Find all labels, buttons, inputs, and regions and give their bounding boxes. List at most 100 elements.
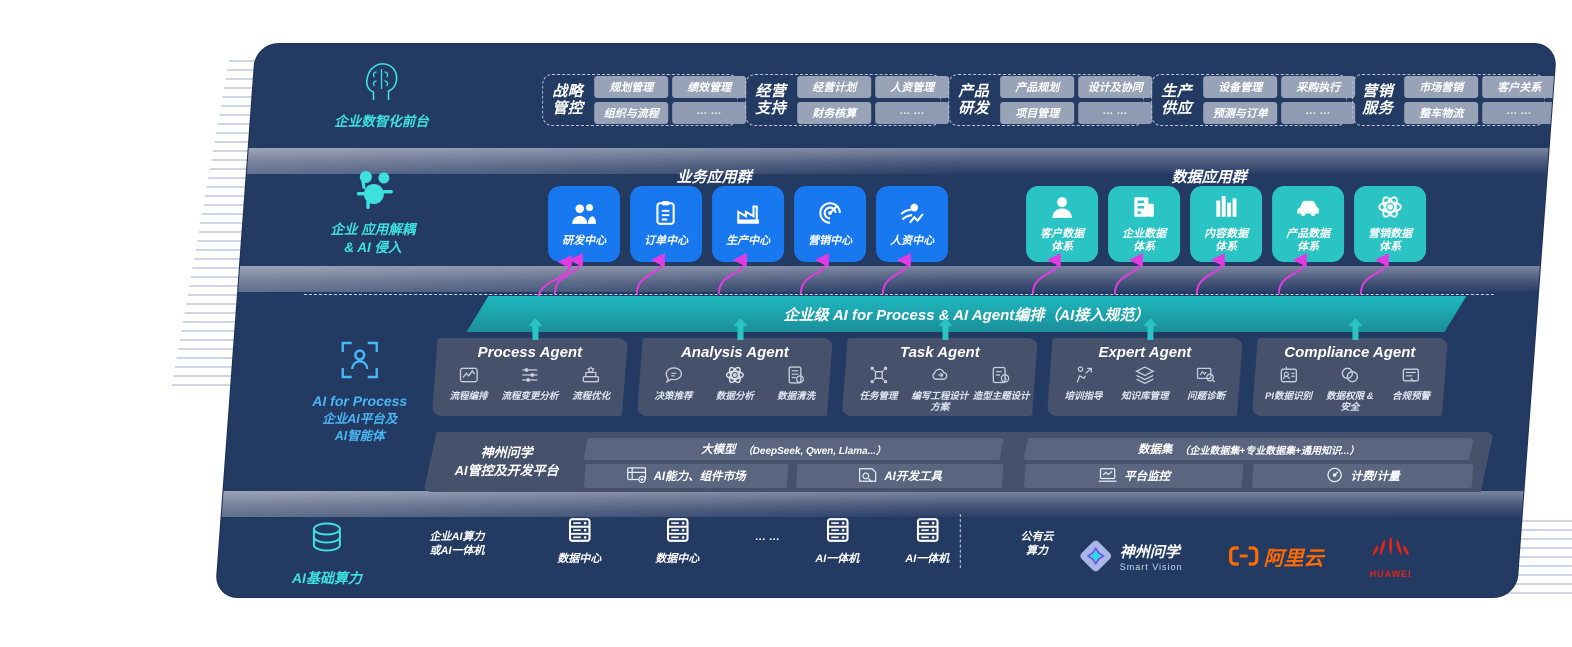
- front-office-group-name: 战略 管控: [552, 82, 584, 117]
- agent-function[interactable]: 合规预警: [1381, 365, 1441, 403]
- shenzhou-mark-icon: [1080, 540, 1112, 572]
- server-icon: [880, 517, 975, 548]
- front-office-cell[interactable]: 人资管理: [875, 76, 950, 98]
- agent-function[interactable]: 决策推荐: [644, 365, 704, 403]
- agent-function[interactable]: 问题诊断: [1176, 365, 1236, 403]
- app-card[interactable]: 研发中心: [548, 186, 621, 262]
- front-office-cell[interactable]: 整车物流: [1404, 102, 1479, 124]
- person-scan-icon: [265, 339, 455, 386]
- agent-function[interactable]: 培训指导: [1054, 365, 1114, 403]
- agent-function[interactable]: PI数据识别: [1259, 365, 1319, 403]
- tile-label-billing: 计费/计量: [1350, 471, 1400, 483]
- app-card[interactable]: 订单中心: [630, 186, 703, 262]
- agent-function[interactable]: 编写工程设计方案: [910, 365, 970, 414]
- agent-card[interactable]: Analysis Agent 决策推荐 数据分析 数据清洗: [637, 338, 833, 416]
- logo-huawei-name: HUAWEI: [1369, 568, 1412, 579]
- app-card[interactable]: 人资中心: [876, 186, 949, 262]
- sliders-icon: [500, 365, 560, 389]
- rail-label-app-decoupling-2: & AI 侵入: [344, 240, 402, 256]
- front-office-cell[interactable]: 预测与订单: [1203, 102, 1278, 124]
- agent-function[interactable]: 任务管理: [849, 365, 909, 403]
- front-office-cell[interactable]: 设备管理: [1203, 76, 1278, 98]
- agent-title: Task Agent: [899, 344, 980, 361]
- front-office-group-name: 营销 服务: [1362, 82, 1394, 117]
- tile-component-market[interactable]: AI能力、组件市场: [584, 464, 789, 488]
- front-office-cell[interactable]: 绩效管理: [672, 76, 747, 98]
- app-card[interactable]: 客户数据 体系: [1026, 186, 1099, 262]
- network-icon: [849, 365, 909, 389]
- front-office-cell[interactable]: 设计及协同: [1078, 76, 1153, 98]
- platform-title: 神州问学 AI管控及开发平台: [432, 444, 582, 479]
- logo-aliyun: 阿里云: [1228, 542, 1324, 571]
- agent-functions: PI数据识别 数据权限 & 安全 合规预警: [1252, 365, 1448, 414]
- front-office-cell[interactable]: … …: [672, 102, 747, 124]
- front-office-cell[interactable]: 经营计划: [797, 76, 872, 98]
- doc-clean-icon: [766, 365, 826, 389]
- app-card[interactable]: 企业数据 体系: [1108, 186, 1181, 262]
- ai-platform-panel: 神州问学 AI管控及开发平台 大模型 （DeepSeek, Qwen, Llam…: [424, 432, 1494, 492]
- agent-title: Analysis Agent: [680, 344, 789, 361]
- front-office-group-0[interactable]: 战略 管控 规划管理 绩效管理 组织与流程… …: [542, 74, 747, 126]
- alert-doc-icon: [1381, 365, 1441, 389]
- front-office-group-1[interactable]: 经营 支持 经营计划 人资管理 财务核算… …: [745, 74, 950, 126]
- person-chart-icon: [899, 200, 925, 230]
- agent-function[interactable]: 流程优化: [561, 365, 621, 403]
- gear-stack-icon: [561, 365, 621, 389]
- dataset-bar[interactable]: 数据集 （企业数据集+专业数据集+通用知识...）: [1024, 438, 1474, 460]
- front-office-cell[interactable]: 组织与流程: [594, 102, 669, 124]
- front-office-group-4[interactable]: 营销 服务 市场营销 客户关系 整车物流… …: [1352, 74, 1557, 126]
- rail-ai-compute: AI基础算力: [237, 518, 417, 588]
- front-office-cell[interactable]: … …: [875, 102, 950, 124]
- rail-label-app-decoupling-1: 企业 应用解耦: [330, 222, 416, 237]
- agent-function[interactable]: 流程变更分析: [500, 365, 560, 403]
- app-card[interactable]: 生产中心: [712, 186, 785, 262]
- infra-item: 企业AI算力 或AI一体机: [410, 531, 505, 559]
- infra-item: 公有云 算力: [990, 531, 1085, 559]
- banner-text: 企业级 AI for Process & AI Agent编排（AI接入规范）: [783, 306, 1150, 324]
- agent-function[interactable]: 造型主题设计: [971, 365, 1031, 403]
- front-office-cell[interactable]: 客户关系: [1482, 76, 1557, 98]
- front-office-cell[interactable]: 市场营销: [1404, 76, 1479, 98]
- agent-card[interactable]: Compliance Agent PI数据识别 数据权限 & 安全 合规预警: [1252, 338, 1448, 416]
- front-office-group-3[interactable]: 生产 供应 设备管理 采购执行 预测与订单… …: [1151, 74, 1356, 126]
- infra-divider: [959, 514, 961, 568]
- chart-box-icon: [439, 365, 499, 389]
- app-card[interactable]: 内容数据 体系: [1190, 186, 1263, 262]
- ai-layer-divider: [303, 294, 1494, 295]
- tile-label-monitor: 平台监控: [1124, 471, 1171, 483]
- front-office-cell[interactable]: … …: [1482, 102, 1557, 124]
- model-bar-sub: （DeepSeek, Qwen, Llama...）: [742, 445, 887, 457]
- app-card[interactable]: 营销数据 体系: [1354, 186, 1427, 262]
- agent-function[interactable]: 数据清洗: [766, 365, 826, 403]
- front-office-cell[interactable]: … …: [1078, 102, 1153, 124]
- gauge-icon: [1325, 467, 1343, 486]
- model-bar[interactable]: 大模型 （DeepSeek, Qwen, Llama...）: [584, 438, 1004, 460]
- agent-card[interactable]: Process Agent 流程编排 流程变更分析 流程优化: [432, 338, 628, 416]
- front-office-cell[interactable]: … …: [1281, 102, 1356, 124]
- app-card[interactable]: 产品数据 体系: [1272, 186, 1345, 262]
- agent-function[interactable]: 知识库管理: [1115, 365, 1175, 403]
- tile-billing[interactable]: 计费/计量: [1252, 464, 1474, 488]
- front-office-cell[interactable]: 规划管理: [594, 76, 669, 98]
- front-office-cell[interactable]: 采购执行: [1281, 76, 1356, 98]
- agent-function[interactable]: 数据权限 & 安全: [1320, 365, 1380, 414]
- front-office-cell[interactable]: 产品规划: [1000, 76, 1075, 98]
- tile-monitor[interactable]: 平台监控: [1024, 464, 1244, 488]
- agent-card[interactable]: Task Agent 任务管理 编写工程设计方案 造型主题设计: [842, 338, 1038, 416]
- business-group-title: 业务应用群: [676, 169, 752, 186]
- agent-card[interactable]: Expert Agent 培训指导 知识库管理 问题诊断: [1047, 338, 1243, 416]
- front-office-cell[interactable]: 项目管理: [1000, 102, 1075, 124]
- rail-app-decoupling: 企业 应用解耦 & AI 侵入: [278, 170, 468, 257]
- app-card[interactable]: 营销中心: [794, 186, 867, 262]
- agent-function[interactable]: 流程编排: [439, 365, 499, 403]
- tile-dev-tool[interactable]: AI开发工具: [796, 464, 1004, 488]
- logo-shenzhou: 神州问学 Smart Vision: [1079, 539, 1183, 573]
- rail-ai-for-process: AI for Process 企业AI平台及 AI智能体: [265, 339, 455, 445]
- infra-item: AI一体机: [880, 517, 975, 567]
- agent-function[interactable]: 数据分析: [705, 365, 765, 403]
- platform-title-line1: 神州问学: [480, 445, 533, 460]
- front-office-group-2[interactable]: 产品 研发 产品规划 设计及协同 项目管理… …: [948, 74, 1153, 126]
- teach-icon: [1054, 365, 1114, 389]
- front-office-cell[interactable]: 财务核算: [797, 102, 872, 124]
- badge-icon: [1259, 365, 1319, 389]
